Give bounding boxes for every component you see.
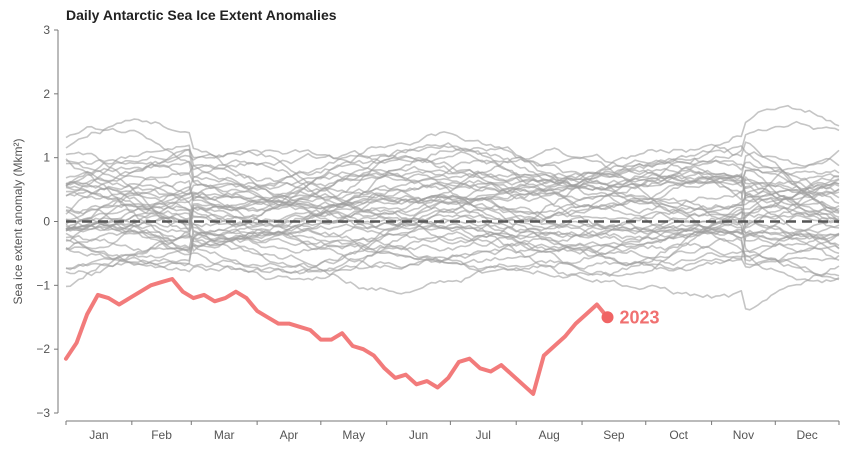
background-year-line xyxy=(65,167,840,205)
series-2023-end-marker xyxy=(601,311,614,324)
background-year-line xyxy=(65,153,840,196)
y-axis-label: Sea ice extent anomaly (Mkm²) xyxy=(11,138,25,304)
x-tick-label-feb: Feb xyxy=(151,428,172,442)
y-tick-label: −3 xyxy=(36,406,50,420)
background-year-line xyxy=(65,178,840,232)
background-year-line xyxy=(65,221,840,266)
background-year-line xyxy=(65,148,840,243)
y-tick-label: 2 xyxy=(43,87,50,101)
x-tick-label-aug: Aug xyxy=(538,428,559,442)
background-year-line xyxy=(65,170,840,244)
x-tick-label-apr: Apr xyxy=(280,428,299,442)
background-year-line xyxy=(65,151,840,204)
x-tick-label-jul: Jul xyxy=(476,428,491,442)
y-tick-label: 0 xyxy=(43,215,50,229)
y-tick-label: −2 xyxy=(36,342,50,356)
background-year-line xyxy=(65,149,840,191)
y-tick-label: 3 xyxy=(43,23,50,37)
x-tick-label-jan: Jan xyxy=(89,428,108,442)
background-year-line xyxy=(65,243,840,277)
x-tick-label-jun: Jun xyxy=(409,428,428,442)
series-2023-line xyxy=(64,277,610,396)
x-tick-label-oct: Oct xyxy=(669,428,688,442)
background-year-line xyxy=(65,148,840,217)
background-year-line xyxy=(65,193,840,284)
background-year-line xyxy=(65,197,840,238)
background-year-line xyxy=(65,120,840,210)
background-year-line xyxy=(65,180,840,249)
series-2023-label: 2023 xyxy=(620,307,660,327)
x-tick-label-dec: Dec xyxy=(796,428,817,442)
y-tick-label: −1 xyxy=(36,278,50,292)
y-tick-label: 1 xyxy=(43,151,50,165)
background-year-line xyxy=(65,145,840,229)
x-tick-label-may: May xyxy=(342,428,365,442)
x-tick-label-nov: Nov xyxy=(733,428,754,442)
background-year-line xyxy=(65,186,840,235)
background-year-line xyxy=(66,180,840,262)
background-year-line xyxy=(65,214,840,295)
chart-title: Daily Antarctic Sea Ice Extent Anomalies xyxy=(66,7,337,23)
x-tick-label-sep: Sep xyxy=(603,428,625,442)
background-year-line xyxy=(65,131,840,241)
x-tick-label-mar: Mar xyxy=(214,428,235,442)
